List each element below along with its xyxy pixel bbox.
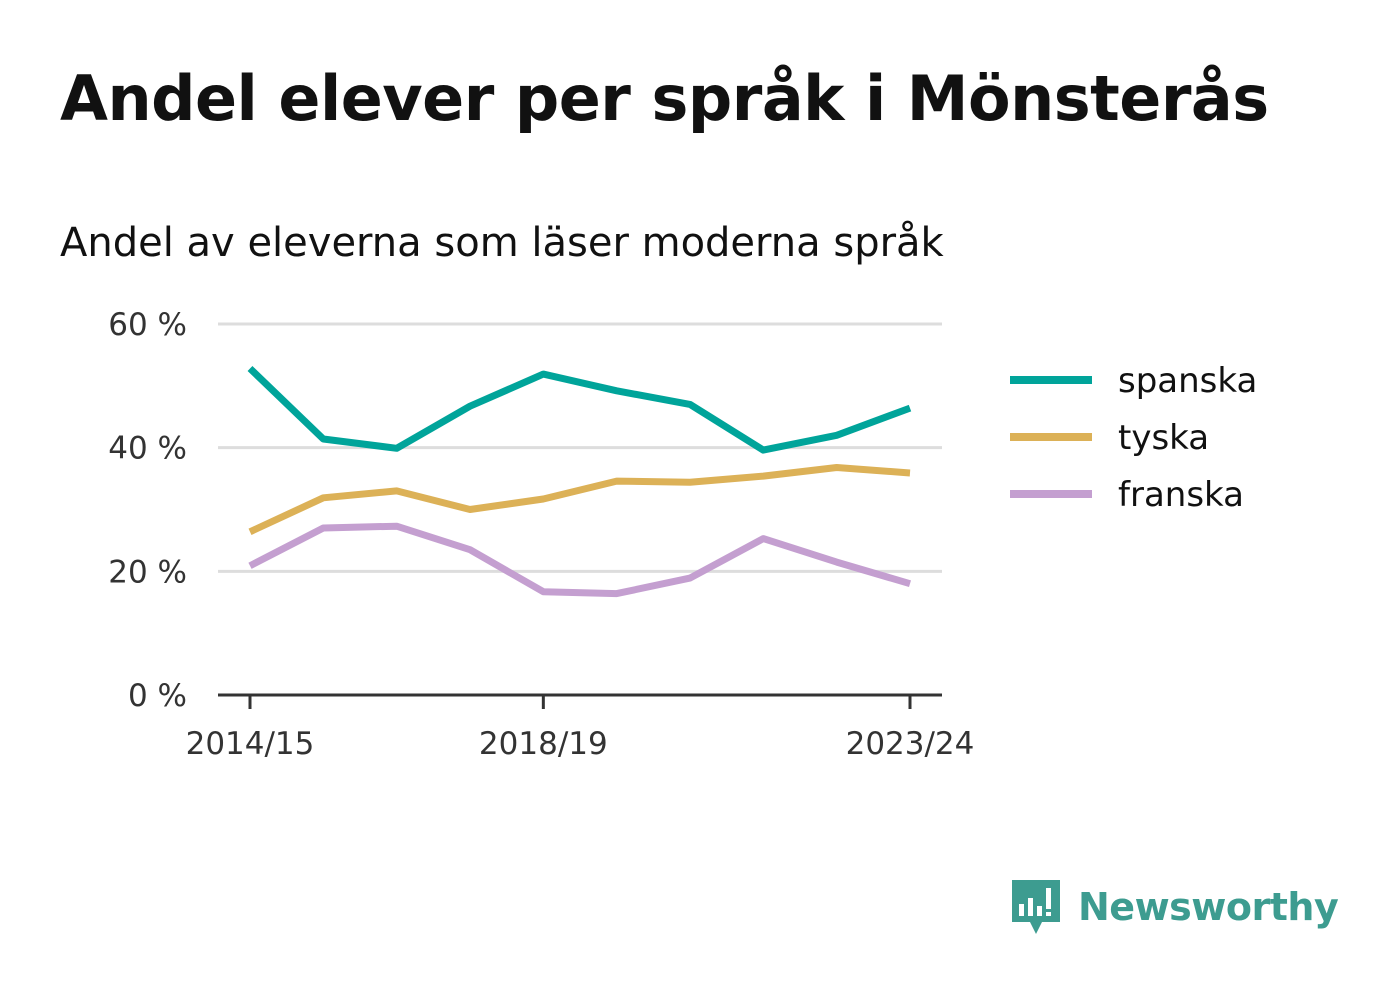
y-tick-label: 40 % [108,431,187,467]
legend: spanska tyska franska [1010,361,1257,515]
x-tick-label: 2014/15 [186,726,315,762]
brand-logo: Newsworthy [1010,878,1339,936]
x-tick-label: 2018/19 [479,726,608,762]
chart-title: Andel elever per språk i Mönsterås [60,62,1269,135]
x-axis: 2014/15 2018/19 2023/24 [186,693,975,762]
legend-label-spanska: spanska [1118,361,1257,401]
newsworthy-logo-icon [1012,880,1060,934]
series-line-franska [248,522,911,598]
y-tick-label: 60 % [108,307,187,343]
brand-name: Newsworthy [1078,885,1339,929]
legend-label-franska: franska [1118,475,1244,515]
y-tick-label: 0 % [128,678,187,714]
series-line-tyska [248,464,911,535]
series-line-spanska [247,365,912,454]
y-axis-labels: 60 % 40 % 20 % 0 % [108,307,187,714]
y-tick-label: 20 % [108,554,187,590]
legend-label-tyska: tyska [1118,418,1209,458]
chart-subtitle: Andel av eleverna som läser moderna språ… [60,220,944,266]
gridlines [218,322,942,573]
series-lines [247,365,912,598]
x-tick-label: 2023/24 [846,726,975,762]
